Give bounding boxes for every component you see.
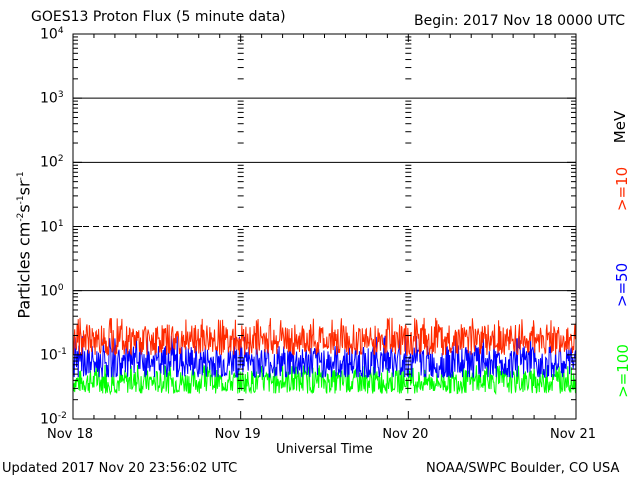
x-tick-label: Nov 20 [382, 427, 429, 442]
y-tick-label: 104 [40, 26, 64, 43]
chart-title: GOES13 Proton Flux (5 minute data) [31, 9, 286, 25]
y-tick-label: 100 [40, 282, 64, 300]
plot-frame [72, 33, 577, 420]
x-tick-label: Nov 19 [214, 427, 261, 442]
series-layer [72, 317, 577, 396]
x-tick-label: Nov 21 [550, 427, 597, 442]
legend-ge50: >=50 [613, 262, 632, 308]
y-axis-label: Particles cm-2s-1sr-1 [14, 171, 34, 319]
begin-date: Begin: 2017 Nov 18 0000 UTC [414, 13, 625, 29]
series-line [72, 335, 577, 379]
x-tick-label: Nov 18 [47, 427, 94, 442]
y-tick-label: 102 [40, 154, 64, 171]
legend-ge10: >=10 [613, 166, 632, 212]
y-tick-label: 10-2 [40, 411, 67, 428]
chart-grid [73, 97, 576, 292]
series-line [72, 364, 577, 396]
legend-ge100: >=100 [613, 344, 632, 398]
mev-label: MeV [611, 110, 630, 144]
y-tick-label: 103 [40, 90, 64, 107]
y-tick-label: 101 [40, 218, 64, 236]
updated-timestamp: Updated 2017 Nov 20 23:56:02 UTC [2, 461, 238, 476]
x-axis-label: Universal Time [276, 442, 373, 457]
chart-ticks [72, 33, 577, 420]
series-line [72, 317, 577, 357]
y-tick-label: 10-1 [40, 346, 67, 364]
source-credit: NOAA/SWPC Boulder, CO USA [426, 461, 620, 476]
